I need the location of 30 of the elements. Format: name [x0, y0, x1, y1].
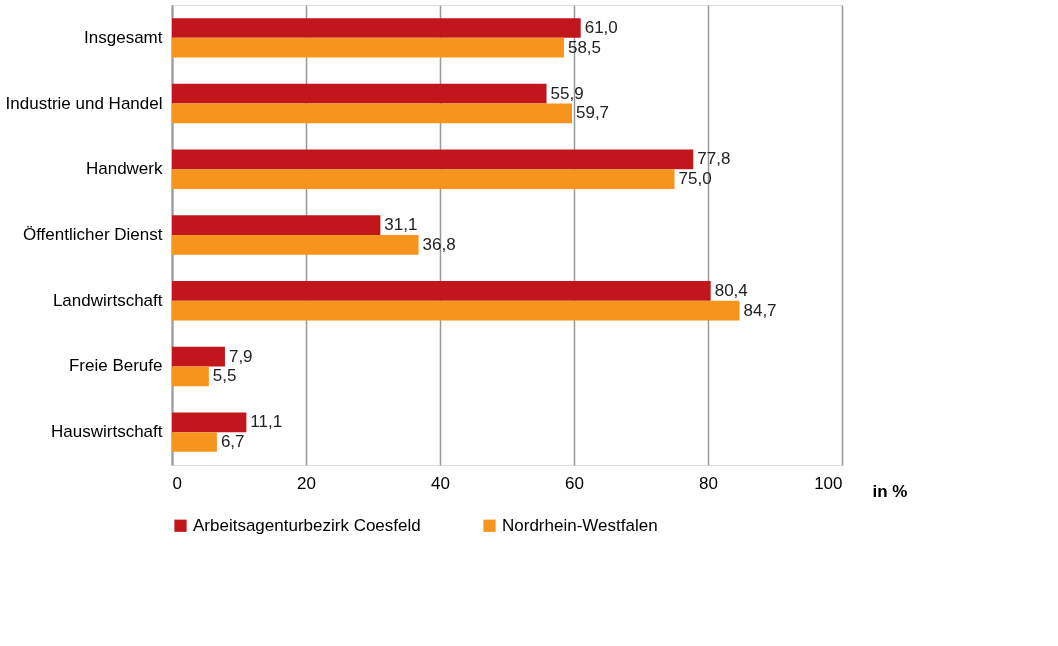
y-tick-label: Handwerk: [85, 159, 163, 179]
data-label: 59,7: [575, 103, 610, 123]
legend-label: Arbeitsagenturbezirk Coesfeld: [193, 515, 421, 535]
data-label: 75,0: [678, 169, 712, 189]
data-label: 80,4: [714, 280, 748, 300]
data-label: 31,1: [384, 215, 418, 235]
x-axis-title: in %: [872, 481, 908, 501]
x-tick-label: 80: [699, 473, 718, 493]
x-tick-label: 20: [297, 473, 316, 493]
data-label: 6,7: [220, 432, 245, 451]
x-tick-label: 100: [814, 473, 843, 493]
data-label: 36,8: [422, 234, 456, 254]
y-tick-label: Landwirtschaft: [52, 290, 163, 310]
y-tick-label: Industrie und Handel: [5, 93, 163, 113]
data-label: 58,5: [567, 37, 602, 57]
y-tick-label: Öffentlicher Dienst: [22, 225, 163, 244]
y-tick-label: Freie Berufe: [68, 356, 163, 376]
data-label: 11,1: [250, 412, 283, 432]
data-label: 7,9: [228, 346, 253, 366]
data-label: 77,8: [697, 149, 731, 169]
legend-label: Nordrhein-Westfalen: [502, 515, 658, 535]
y-tick-label: Hauswirtschaft: [51, 422, 163, 442]
x-tick-label: 60: [565, 473, 584, 493]
data-label: 61,0: [584, 18, 618, 37]
data-label: 5,5: [212, 366, 237, 386]
x-tick-label: 0: [172, 473, 182, 493]
x-tick-label: 40: [431, 473, 450, 493]
data-label: 55,9: [550, 83, 584, 103]
y-tick-label: Insgesamt: [84, 27, 163, 47]
data-label: 84,7: [743, 300, 777, 320]
